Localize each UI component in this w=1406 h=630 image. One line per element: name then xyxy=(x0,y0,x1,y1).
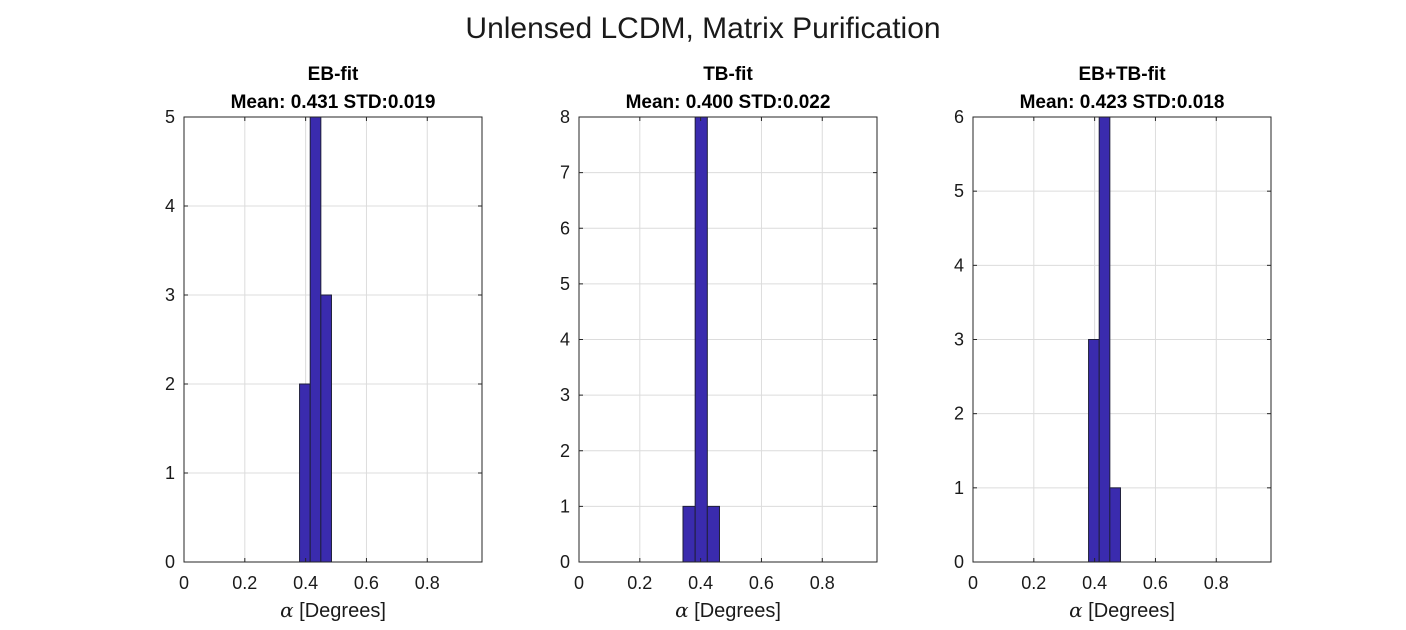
x-tick-label: 0.8 xyxy=(1204,573,1229,593)
y-tick-label: 2 xyxy=(954,404,964,424)
histogram-bar xyxy=(694,116,708,563)
y-tick-label: 0 xyxy=(165,552,175,572)
y-tick-label: 6 xyxy=(954,107,964,127)
histogram-bar xyxy=(309,116,322,563)
plot-area xyxy=(184,117,482,562)
y-tick-label: 8 xyxy=(560,107,570,127)
chart-title-line1: EB+TB-fit xyxy=(1078,64,1166,85)
histogram-bar xyxy=(299,383,311,563)
axes-box xyxy=(183,116,483,563)
chart-title-line1: TB-fit xyxy=(703,64,753,85)
y-tick-label: 6 xyxy=(560,218,570,238)
chart-title-line2: Mean: 0.400 STD:0.022 xyxy=(626,92,831,113)
y-tick-label: 3 xyxy=(954,330,964,350)
x-tick-label: 0.2 xyxy=(1021,573,1046,593)
x-tick-label: 0.6 xyxy=(749,573,774,593)
y-tick-label: 7 xyxy=(560,163,570,183)
x-axis-label-symbol: α xyxy=(1069,598,1083,622)
x-tick-label: 0.4 xyxy=(293,573,318,593)
y-tick-label: 4 xyxy=(165,196,175,216)
x-axis-label: α [Degrees] xyxy=(1069,598,1175,622)
y-tick-label: 1 xyxy=(165,463,175,483)
histogram-bar xyxy=(1109,487,1121,563)
y-tick-label: 2 xyxy=(560,441,570,461)
x-axis-label-text: [Degrees] xyxy=(294,600,386,622)
chart-panel-2: 0 0.2 0.4 0.6 0.8 0 1 2 3 4 5 6 7 8 TB-fit Mean: 0.400 … xyxy=(560,64,878,622)
y-tick-label: 0 xyxy=(954,552,964,572)
x-tick-label: 0.4 xyxy=(688,573,713,593)
chart-title-line1: EB-fit xyxy=(308,64,359,85)
y-tick-label: 1 xyxy=(560,496,570,516)
x-tick-label: 0.6 xyxy=(1143,573,1168,593)
y-tick-label: 4 xyxy=(560,330,570,350)
chart-title-line2: Mean: 0.423 STD:0.018 xyxy=(1020,92,1225,113)
chart-panel-1: 0 0.2 0.4 0.6 0.8 0 1 2 3 4 5 EB-fit Mean: 0.431 STD… xyxy=(165,64,483,622)
y-tick-label: 5 xyxy=(954,181,964,201)
histogram-bar xyxy=(706,505,720,563)
y-tick-label: 5 xyxy=(165,107,175,127)
histogram-bar xyxy=(320,294,332,563)
y-tick-label: 1 xyxy=(954,478,964,498)
y-tick-label: 3 xyxy=(560,385,570,405)
chart-panel-3: 0 0.2 0.4 0.6 0.8 0 1 2 3 4 5 6 EB+TB-fit Mean: 0.423… xyxy=(954,64,1272,622)
x-tick-label: 0.2 xyxy=(232,573,257,593)
x-axis-label-symbol: α xyxy=(675,598,689,622)
y-tick-label: 2 xyxy=(165,374,175,394)
x-axis-label-text: [Degrees] xyxy=(1083,600,1175,622)
figure-title: Unlensed LCDM, Matrix Purification xyxy=(465,12,941,45)
histogram-bar xyxy=(682,505,696,563)
x-tick-label: 0.8 xyxy=(415,573,440,593)
y-tick-label: 4 xyxy=(954,255,964,275)
x-axis-label-symbol: α xyxy=(280,598,294,622)
y-tick-label: 5 xyxy=(560,274,570,294)
x-axis-label: α [Degrees] xyxy=(280,598,386,622)
histogram-bar xyxy=(1088,339,1100,563)
y-tick-label: 0 xyxy=(560,552,570,572)
x-tick-label: 0.4 xyxy=(1082,573,1107,593)
x-tick-label: 0.2 xyxy=(627,573,652,593)
x-axis-label-text: [Degrees] xyxy=(689,600,781,622)
x-tick-label: 0.8 xyxy=(810,573,835,593)
x-tick-label: 0 xyxy=(179,573,189,593)
y-tick-label: 3 xyxy=(165,285,175,305)
chart-title-line2: Mean: 0.431 STD:0.019 xyxy=(231,92,436,113)
x-tick-label: 0.6 xyxy=(354,573,379,593)
histogram-bar xyxy=(1098,116,1111,563)
x-axis-label: α [Degrees] xyxy=(675,598,781,622)
x-tick-label: 0 xyxy=(574,573,584,593)
x-tick-label: 0 xyxy=(968,573,978,593)
